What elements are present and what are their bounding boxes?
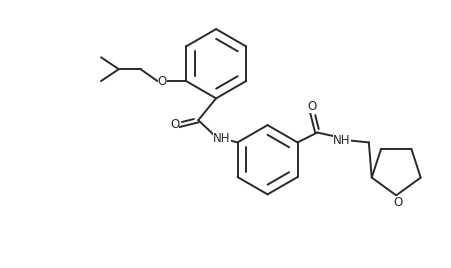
Text: O: O (307, 100, 316, 113)
Text: O: O (157, 75, 166, 88)
Text: O: O (393, 196, 402, 209)
Text: O: O (170, 118, 179, 131)
Text: NH: NH (332, 134, 350, 147)
Text: NH: NH (213, 132, 230, 146)
